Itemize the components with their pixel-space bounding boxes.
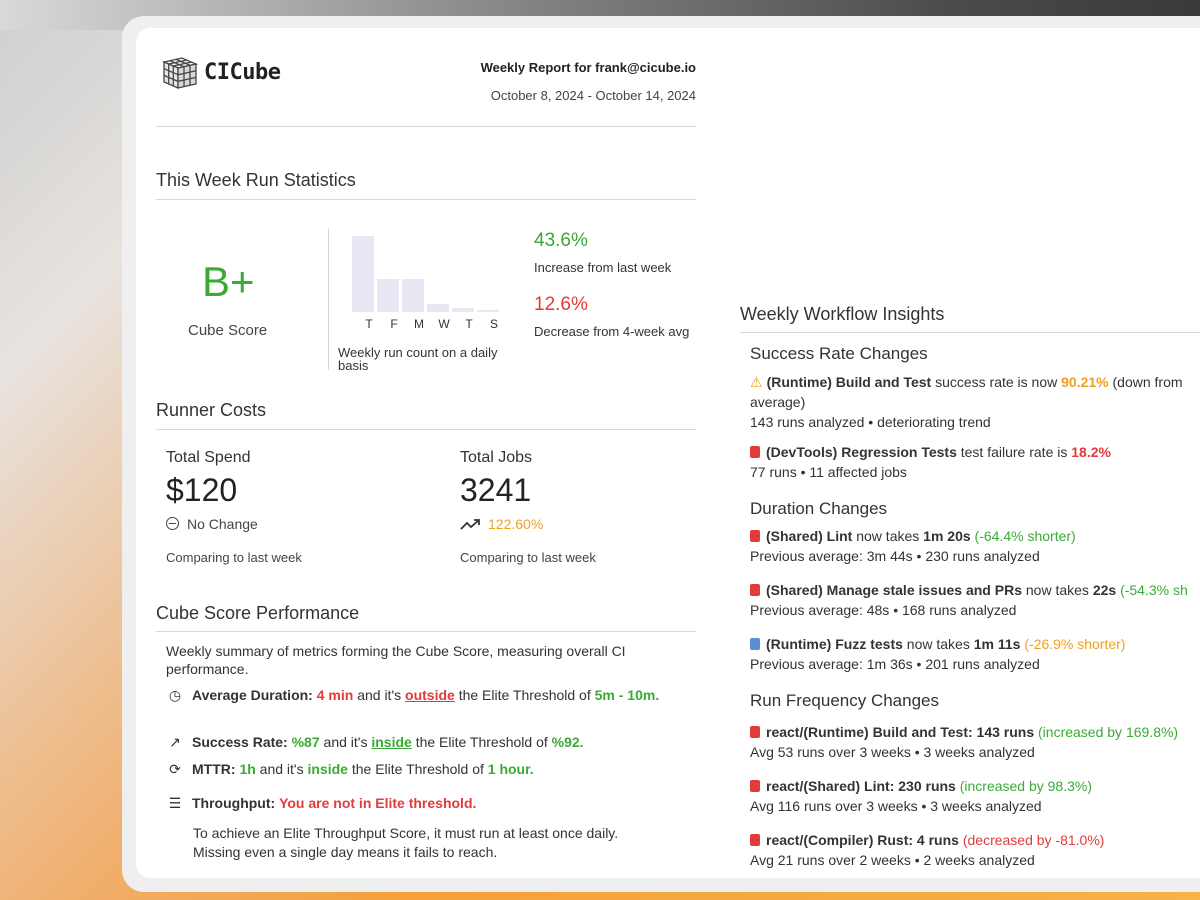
insight-runtime-build-test-cont: average) (750, 394, 806, 410)
total-jobs-change: 122.60% (460, 516, 543, 532)
brand-name: CICube (204, 60, 281, 85)
insight-shared-lint: (Shared) Lint now takes 1m 20s (-64.4% s… (750, 528, 1076, 544)
chart-bar (377, 279, 399, 312)
insight-freq-compiler-sub: Avg 21 runs over 2 weeks • 2 weeks analy… (750, 852, 1035, 868)
insight-fuzz-tests: (Runtime) Fuzz tests now takes 1m 11s (-… (750, 636, 1125, 652)
report-title: Weekly Report for frank@cicube.io (480, 60, 696, 75)
cube-score-summary: Weekly summary of metrics forming the Cu… (166, 643, 626, 677)
chart-day-label: S (489, 317, 498, 331)
chart-bar (427, 304, 449, 312)
insight-freq-runtime-sub: Avg 53 runs over 3 weeks • 3 weeks analy… (750, 744, 1035, 760)
decrease-percentage: 12.6% (534, 294, 588, 315)
success-rate-changes-title: Success Rate Changes (750, 344, 928, 363)
cube-logo-icon (161, 57, 199, 89)
metric-throughput: ☰ Throughput: You are not in Elite thresh… (166, 795, 686, 812)
chart-day-label: T (365, 317, 373, 331)
chart-day-label: W (438, 317, 450, 331)
chart-day-label: T (465, 317, 473, 331)
chart-bar (452, 308, 474, 312)
cube-score-performance-title: Cube Score Performance (156, 603, 360, 623)
chart-bar (477, 310, 499, 312)
total-jobs-value: 3241 (460, 472, 532, 508)
insight-freq-lint-sub: Avg 116 runs over 3 weeks • 3 weeks anal… (750, 798, 1042, 814)
total-jobs-compare: Comparing to last week (460, 550, 596, 565)
insights-title: Weekly Workflow Insights (740, 304, 945, 324)
total-jobs-label: Total Jobs (460, 449, 533, 466)
info-tag-icon (750, 638, 760, 650)
alert-tag-icon (750, 834, 760, 846)
report-date-range: October 8, 2024 - October 14, 2024 (490, 88, 696, 103)
chart-day-label: F (390, 317, 398, 331)
insight-devtools-regression-sub: 77 runs • 11 affected jobs (750, 464, 907, 480)
decrease-label: Decrease from 4-week avg (534, 324, 690, 339)
insight-manage-stale: (Shared) Manage stale issues and PRs now… (750, 582, 1188, 598)
insight-freq-runtime: react/(Runtime) Build and Test: 143 runs… (750, 724, 1178, 740)
insight-runtime-build-test: ⚠ (Runtime) Build and Test success rate i… (750, 374, 1183, 390)
insight-freq-compiler: react/(Compiler) Rust: 4 runs (decreased… (750, 832, 1104, 848)
no-change-icon (166, 517, 179, 530)
increase-percentage: 43.6% (534, 230, 588, 251)
cube-score-grade: B+ (202, 258, 255, 305)
duration-changes-title: Duration Changes (750, 499, 888, 518)
run-statistics-title: This Week Run Statistics (156, 170, 356, 190)
increase-label: Increase from last week (534, 260, 672, 275)
alert-tag-icon (750, 780, 760, 792)
total-spend-label: Total Spend (166, 449, 251, 466)
chart-day-label: M (414, 317, 424, 331)
cube-score-divider (156, 631, 696, 632)
insight-shared-lint-sub: Previous average: 3m 44s • 230 runs anal… (750, 548, 1040, 564)
metric-average-duration: ◷ Average Duration: 4 min and it's outsid… (166, 686, 686, 704)
trending-up-icon (460, 519, 480, 530)
runner-costs-title: Runner Costs (156, 400, 267, 420)
header-divider (156, 126, 696, 127)
run-frequency-changes-title: Run Frequency Changes (750, 691, 940, 710)
run-statistics-divider (156, 199, 696, 200)
alert-tag-icon (750, 446, 760, 458)
trending-up-icon: ↗ (169, 734, 181, 750)
insights-divider (740, 332, 1200, 333)
insight-fuzz-tests-sub: Previous average: 1m 36s • 201 runs anal… (750, 656, 1040, 672)
warning-icon: ⚠ (750, 374, 763, 390)
alert-tag-icon (750, 584, 760, 596)
stats-vertical-divider (328, 228, 329, 370)
throughput-note: To achieve an Elite Throughput Score, it… (193, 825, 619, 860)
metric-mttr: ⟳ MTTR: 1h and it's inside the Elite Thre… (166, 761, 686, 778)
alert-tag-icon (750, 530, 760, 542)
refresh-icon: ⟳ (169, 761, 181, 777)
total-spend-value: $120 (166, 472, 238, 508)
total-spend-change: No Change (166, 516, 258, 532)
insight-runtime-build-test-sub: 143 runs analyzed • deteriorating trend (750, 414, 991, 430)
total-spend-compare: Comparing to last week (166, 550, 302, 565)
insight-manage-stale-sub: Previous average: 48s • 168 runs analyze… (750, 602, 1017, 618)
insight-devtools-regression: (DevTools) Regression Tests test failure… (750, 444, 1111, 460)
layers-icon: ☰ (168, 795, 182, 811)
report-card: CICube Weekly Report for frank@cicube.io… (136, 28, 1200, 878)
chart-bar (402, 279, 424, 312)
chart-bar (352, 236, 374, 312)
insight-freq-lint: react/(Shared) Lint: 230 runs (increased… (750, 778, 1092, 794)
runner-costs-divider (156, 429, 696, 430)
cube-score-label: Cube Score (188, 322, 268, 339)
chart-caption: Weekly run count on a daily basis (338, 345, 498, 373)
alert-tag-icon (750, 726, 760, 738)
metric-success-rate: ↗ Success Rate: %87 and it's inside the E… (166, 734, 686, 751)
clock-icon: ◷ (168, 687, 182, 703)
